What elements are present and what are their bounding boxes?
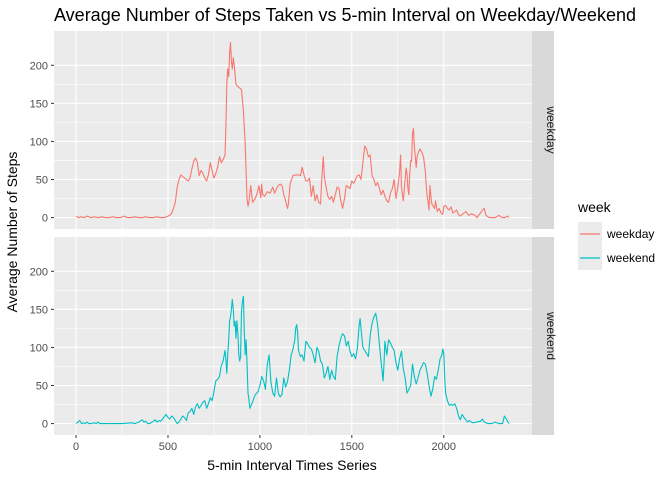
panel-weekday: 0 50 100 150 200 weekday (30, 31, 558, 229)
y-tick-label: 150 (30, 98, 48, 110)
y-tick-label: 50 (36, 175, 48, 187)
y-axis-title: Average Number of Steps (4, 152, 20, 313)
y-tick-label: 150 (30, 304, 48, 316)
y-tick-label: 100 (30, 342, 48, 354)
x-tick-label: 1500 (340, 441, 364, 453)
panels: 0 50 100 150 200 weekday 0 50 100 150 200 weekend 0 5… (30, 31, 558, 453)
y-tick-label: 0 (42, 213, 48, 225)
facet-strip-label: weekday (544, 105, 558, 153)
facet-strip-label: weekend (544, 311, 558, 360)
x-tick-label: 0 (73, 441, 79, 453)
legend: week weekday weekend (577, 199, 655, 270)
x-tick-label: 1000 (248, 441, 272, 453)
legend-title: week (577, 199, 612, 215)
y-tick-label: 50 (36, 381, 48, 393)
panel-background (54, 237, 532, 435)
series-line-weekend (75, 295, 510, 425)
legend-label-weekend: weekend (606, 251, 655, 265)
facet-strip (532, 31, 554, 229)
x-tick-label: 500 (159, 441, 177, 453)
y-tick-label: 200 (30, 60, 48, 72)
y-tick-label: 200 (30, 266, 48, 278)
chart-title: Average Number of Steps Taken vs 5-min I… (54, 5, 636, 25)
x-axis-title: 5-min Interval Times Series (207, 457, 377, 473)
panel-background (54, 31, 532, 229)
y-tick-label: 100 (30, 136, 48, 148)
facet-strip (532, 237, 554, 435)
y-tick-label: 0 (42, 419, 48, 431)
series-line-weekday (75, 41, 510, 219)
panel-weekend: 0 50 100 150 200 weekend 0 500 1000 1500 2000 (30, 237, 558, 453)
x-tick-label: 2000 (432, 441, 456, 453)
legend-label-weekday: weekday (606, 227, 654, 241)
